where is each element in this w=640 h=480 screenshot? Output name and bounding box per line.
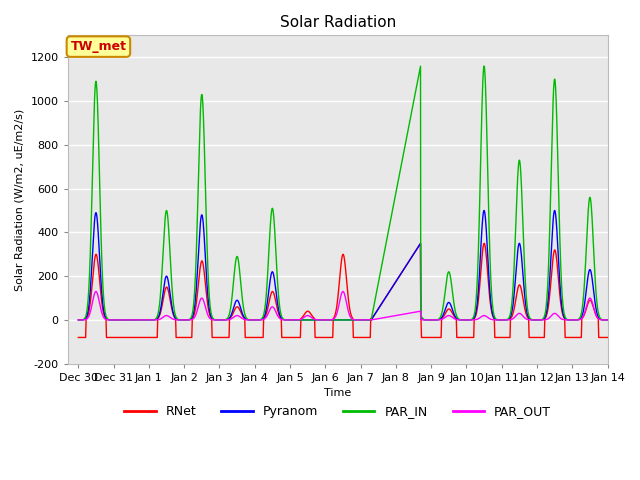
X-axis label: Time: Time: [324, 388, 351, 398]
Y-axis label: Solar Radiation (W/m2, uE/m2/s): Solar Radiation (W/m2, uE/m2/s): [15, 108, 25, 291]
Legend: RNet, Pyranom, PAR_IN, PAR_OUT: RNet, Pyranom, PAR_IN, PAR_OUT: [120, 400, 556, 423]
Title: Solar Radiation: Solar Radiation: [280, 15, 396, 30]
Text: TW_met: TW_met: [70, 40, 127, 53]
